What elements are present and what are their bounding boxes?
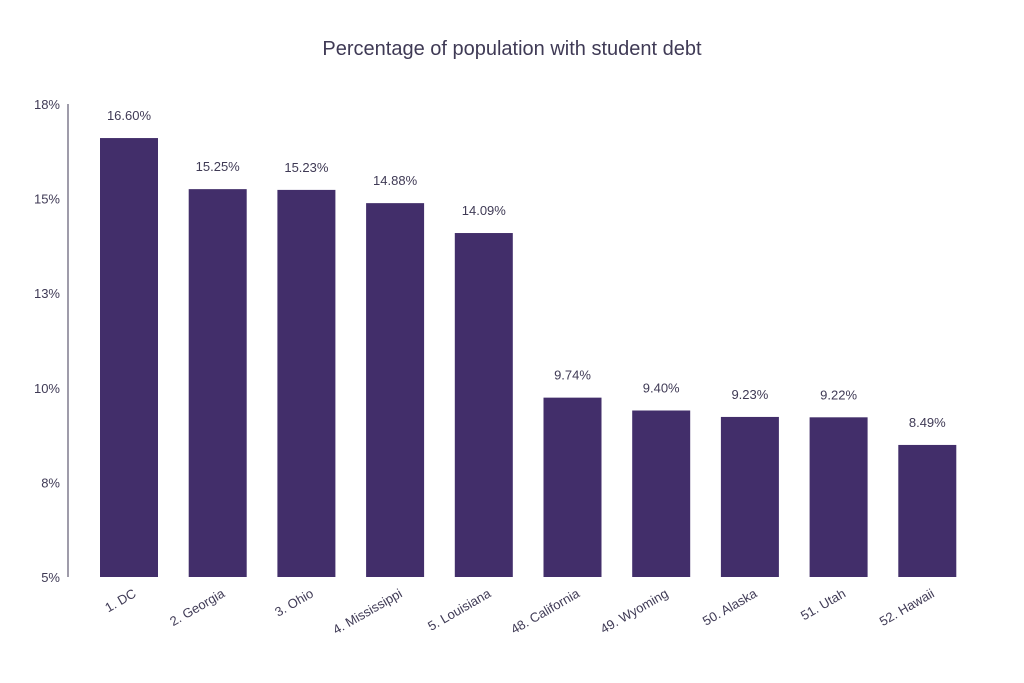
y-tick-label: 18% (34, 97, 60, 112)
x-tick-label: 52. Hawaii (877, 586, 937, 629)
x-tick-label: 5. Louisiana (425, 585, 494, 633)
data-label: 9.74% (554, 368, 591, 383)
y-tick-label: 10% (34, 381, 60, 396)
x-tick-label: 2. Georgia (167, 585, 228, 629)
bar (100, 138, 158, 577)
y-tick-label: 8% (41, 475, 60, 490)
x-tick-label: 48. California (508, 585, 583, 637)
bar (720, 416, 779, 577)
x-tick-label: 4. Mississippi (330, 586, 405, 638)
bars (100, 138, 957, 578)
y-tick-label: 5% (41, 570, 60, 585)
x-tick-label: 1. DC (102, 586, 138, 616)
x-tick-label: 3. Ohio (272, 586, 316, 620)
data-label: 15.23% (284, 160, 329, 175)
bar (543, 397, 602, 577)
x-axis-ticks: 1. DC 2. Georgia 3. Ohio 4. Mississippi 5. L… (102, 585, 937, 637)
x-tick-label: 51. Utah (798, 586, 848, 624)
bar (898, 444, 957, 577)
bar (366, 203, 425, 577)
data-label: 9.22% (820, 387, 857, 402)
x-tick-label: 49. Wyoming (598, 586, 671, 637)
bar (632, 410, 691, 577)
y-tick-label: 15% (34, 192, 60, 207)
x-tick-label: 50. Alaska (700, 585, 760, 628)
data-label: 16.60% (107, 108, 152, 123)
chart-title: Percentage of population with student de… (322, 38, 702, 60)
bar (454, 233, 513, 577)
bar (188, 189, 247, 577)
data-label: 15.25% (196, 159, 241, 174)
data-label: 8.49% (909, 415, 946, 430)
data-label: 14.09% (462, 203, 507, 218)
data-labels: 16.60% 15.25% 15.23% 14.88% 14.09% 9.74% 9.40%… (107, 108, 946, 430)
y-axis-ticks: 18% 15% 13% 10% 8% 5% (34, 97, 60, 585)
bar (809, 417, 868, 577)
bar (277, 189, 336, 578)
data-label: 14.88% (373, 173, 418, 188)
y-tick-label: 13% (34, 286, 60, 301)
data-label: 9.40% (643, 381, 680, 396)
data-label: 9.23% (731, 387, 768, 402)
